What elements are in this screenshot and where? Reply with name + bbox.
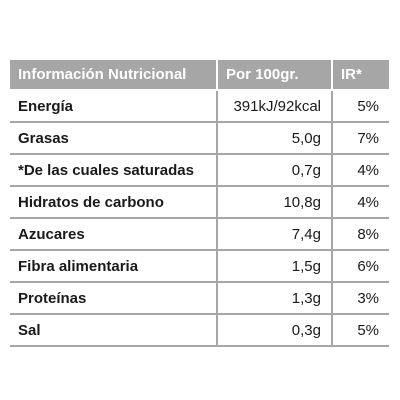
table-header-row: Información Nutricional Por 100gr. IR* xyxy=(10,60,389,91)
nutrient-per-100g: 1,5g xyxy=(217,250,333,283)
nutrient-name: Sal xyxy=(10,314,218,347)
nutrient-ir: 4% xyxy=(332,154,389,187)
table-row: Grasas 5,0g 7% xyxy=(10,122,389,155)
nutrient-name: *De las cuales saturadas xyxy=(10,154,218,187)
nutrient-name: Hidratos de carbono xyxy=(10,186,218,219)
table-row: *De las cuales saturadas 0,7g 4% xyxy=(10,154,389,187)
nutrient-per-100g: 391kJ/92kcal xyxy=(217,90,333,123)
header-nutrition-info: Información Nutricional xyxy=(10,60,218,91)
table-row: Sal 0,3g 5% xyxy=(10,314,389,347)
nutrient-ir: 6% xyxy=(332,250,389,283)
nutrient-ir: 8% xyxy=(332,218,389,251)
table-row: Proteínas 1,3g 3% xyxy=(10,282,389,315)
nutrient-per-100g: 10,8g xyxy=(217,186,333,219)
nutrient-per-100g: 5,0g xyxy=(217,122,333,155)
nutrient-ir: 7% xyxy=(332,122,389,155)
table-row: Hidratos de carbono 10,8g 4% xyxy=(10,186,389,219)
nutrient-name: Azucares xyxy=(10,218,218,251)
table-row: Energía 391kJ/92kcal 5% xyxy=(10,90,389,123)
header-per-100g: Por 100gr. xyxy=(217,60,333,91)
nutrition-facts-panel: Información Nutricional Por 100gr. IR* E… xyxy=(10,60,389,347)
table-row: Fibra alimentaria 1,5g 6% xyxy=(10,250,389,283)
nutrition-table: Información Nutricional Por 100gr. IR* E… xyxy=(10,60,389,347)
nutrient-ir: 4% xyxy=(332,186,389,219)
nutrient-ir: 3% xyxy=(332,282,389,315)
nutrient-per-100g: 1,3g xyxy=(217,282,333,315)
nutrient-ir: 5% xyxy=(332,314,389,347)
header-ir: IR* xyxy=(332,60,389,91)
nutrient-ir: 5% xyxy=(332,90,389,123)
table-row: Azucares 7,4g 8% xyxy=(10,218,389,251)
nutrient-name: Grasas xyxy=(10,122,218,155)
nutrient-per-100g: 7,4g xyxy=(217,218,333,251)
nutrient-per-100g: 0,7g xyxy=(217,154,333,187)
nutrient-name: Energía xyxy=(10,90,218,123)
nutrient-per-100g: 0,3g xyxy=(217,314,333,347)
nutrient-name: Proteínas xyxy=(10,282,218,315)
nutrient-name: Fibra alimentaria xyxy=(10,250,218,283)
